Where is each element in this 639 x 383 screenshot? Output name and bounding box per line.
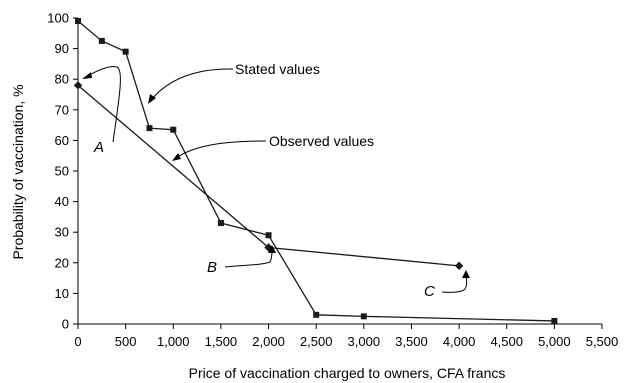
c-callout-arrow xyxy=(441,274,468,293)
x-ticks: 0 500 1,000 1,500 2,000 2,500 3,000 3,500 4,000 4… xyxy=(74,324,618,349)
y-tick-label: 0 xyxy=(62,317,69,332)
stated-values-arrowhead xyxy=(148,94,156,104)
x-axis-title: Price of vaccination charged to owners, … xyxy=(189,365,506,381)
y-tick-label: 10 xyxy=(55,286,69,301)
observed-values-arrow xyxy=(175,140,267,159)
annotation-a-label: A xyxy=(93,139,104,156)
x-tick-label: 0 xyxy=(74,334,81,349)
series-stated-values xyxy=(75,18,558,324)
x-tick-label: 4,000 xyxy=(443,334,476,349)
series-observed-values xyxy=(73,81,464,271)
x-tick-label: 3,500 xyxy=(395,334,428,349)
stated-values-point xyxy=(75,18,81,25)
annotation-arrows xyxy=(85,66,468,293)
stated-values-point xyxy=(313,311,320,318)
axes xyxy=(77,18,602,325)
x-tick-label: 2,000 xyxy=(252,334,285,349)
stated-values-point xyxy=(217,220,224,227)
stated-values-label: Stated values xyxy=(235,61,320,77)
stated-values-point xyxy=(551,317,558,324)
y-tick-label: 40 xyxy=(55,194,69,209)
y-tick-label: 90 xyxy=(55,41,69,56)
b-callout-arrowhead xyxy=(268,245,276,253)
observed-values-arrowhead xyxy=(172,153,181,161)
y-tick-label: 60 xyxy=(55,133,69,148)
stated-values-point xyxy=(360,313,367,320)
y-ticks: 0 10 20 30 40 50 60 70 80 90 100 xyxy=(47,11,78,332)
x-tick-label: 1,500 xyxy=(205,334,238,349)
annotation-arrowheads xyxy=(82,72,470,278)
observed-values-point xyxy=(454,261,464,271)
x-tick-label: 3,000 xyxy=(348,334,381,349)
a-callout-arrowhead xyxy=(82,72,92,79)
y-tick-label: 70 xyxy=(55,102,69,117)
annotation-c-label: C xyxy=(424,283,435,300)
stated-values-line xyxy=(77,20,555,322)
annotation-b-label: B xyxy=(207,259,217,276)
x-tick-label: 2,500 xyxy=(300,334,333,349)
b-callout-arrow xyxy=(224,250,273,268)
x-tick-label: 1,000 xyxy=(157,334,190,349)
stated-values-point xyxy=(146,125,153,132)
series-layer xyxy=(73,18,558,324)
stated-values-arrow xyxy=(151,68,234,100)
stated-values-point xyxy=(265,232,272,239)
y-tick-label: 80 xyxy=(55,72,69,87)
y-tick-label: 20 xyxy=(55,255,69,270)
x-tick-label: 500 xyxy=(115,334,137,349)
observed-values-line xyxy=(77,84,460,267)
observed-values-point xyxy=(264,243,273,252)
y-tick-label: 30 xyxy=(55,225,69,240)
y-tick-label: 50 xyxy=(55,164,69,179)
stated-values-point xyxy=(170,126,177,133)
y-axis-title: Probability of vaccination, % xyxy=(10,84,26,259)
x-tick-label: 4,500 xyxy=(490,334,523,349)
stated-values-point xyxy=(98,37,105,44)
x-tick-label: 5,000 xyxy=(538,334,571,349)
y-tick-label: 100 xyxy=(47,11,69,26)
x-tick-label: 5,500 xyxy=(586,334,619,349)
observed-values-label: Observed values xyxy=(269,133,374,149)
stated-values-point xyxy=(122,48,129,55)
c-callout-arrowhead xyxy=(462,270,470,278)
a-callout-arrow xyxy=(85,66,121,143)
observed-values-point xyxy=(73,81,83,90)
